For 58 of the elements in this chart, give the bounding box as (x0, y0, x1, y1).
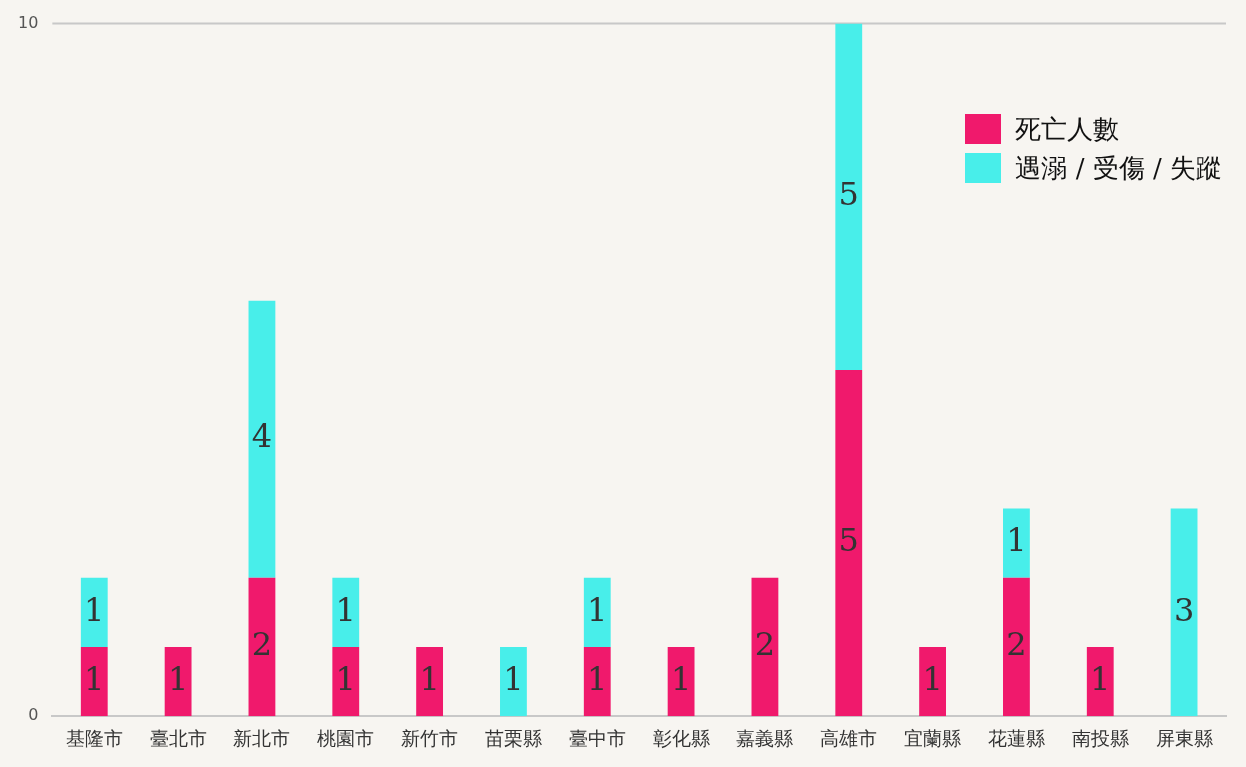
x-tick-label: 新北市 (233, 726, 291, 749)
data-label: 1 (84, 659, 105, 698)
data-label: 1 (587, 590, 608, 629)
bar (919, 646, 946, 717)
bar (1003, 577, 1030, 717)
bar (248, 577, 276, 717)
x-tick-label: 臺中市 (568, 726, 626, 749)
bar (80, 577, 108, 647)
bar (248, 300, 276, 578)
bar (164, 646, 192, 717)
x-tick-label: 新竹市 (401, 726, 459, 749)
legend-label: 遇溺 / 受傷 / 失蹤 (1015, 151, 1222, 185)
bar (416, 646, 444, 717)
x-tick-label: 基隆市 (65, 726, 123, 749)
bar (500, 646, 527, 717)
bar (332, 577, 360, 647)
x-tick-label: 高雄市 (820, 726, 878, 749)
data-label: 4 (251, 417, 273, 456)
x-tick-label: 苗栗縣 (484, 726, 542, 749)
x-tick-label: 南投縣 (1071, 726, 1129, 749)
data-label: 3 (1173, 590, 1195, 629)
data-label: 1 (1006, 521, 1027, 560)
x-tick-label: 臺北市 (149, 726, 207, 749)
data-label: 2 (754, 625, 776, 664)
data-label: 1 (587, 659, 608, 698)
data-label: 1 (419, 659, 440, 698)
legend-label: 死亡人數 (1015, 112, 1120, 146)
bar (751, 577, 779, 717)
x-tick-label: 花蓮縣 (987, 726, 1045, 749)
bar (835, 369, 863, 717)
bar (332, 646, 360, 717)
bar (1003, 508, 1030, 578)
x-tick-label: 彰化縣 (652, 726, 710, 749)
data-label: 1 (503, 659, 524, 698)
data-label: 1 (670, 659, 692, 698)
data-label: 1 (335, 659, 356, 698)
data-label: 1 (1090, 659, 1111, 698)
data-label: 1 (84, 590, 105, 629)
data-label: 1 (922, 659, 943, 698)
data-label: 5 (838, 175, 859, 214)
data-label: 1 (167, 659, 189, 698)
x-tick-label: 宜蘭縣 (904, 726, 962, 749)
bar (583, 577, 611, 647)
x-tick-label: 屏東縣 (1155, 726, 1213, 749)
bar (583, 646, 611, 717)
data-label: 1 (335, 590, 356, 629)
bar (835, 23, 863, 370)
data-label: 5 (838, 521, 859, 560)
data-label: 2 (1006, 625, 1027, 664)
y-tick-label: 0 (28, 705, 39, 725)
bar (80, 646, 108, 717)
x-tick-label: 桃園市 (317, 726, 375, 749)
data-label: 2 (251, 625, 273, 664)
x-tick-label: 嘉義縣 (736, 726, 794, 749)
bar (1170, 508, 1198, 717)
bar (667, 646, 695, 717)
y-tick-label: 10 (18, 12, 39, 32)
bar (1086, 646, 1114, 717)
